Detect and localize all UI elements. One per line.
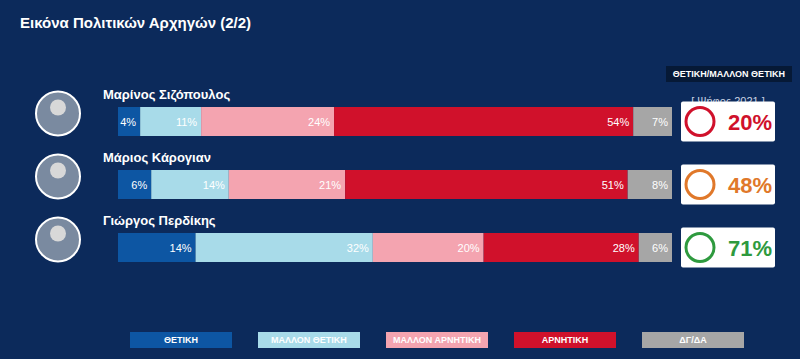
html-text:Εικόνα Πολιτικών Αρχηγών (2/2): Εικόνα Πολιτικών Αρχηγών (2/2) xyxy=(20,14,252,31)
html-text:ΑΡΝΗΤΙΚΗ: ΑΡΝΗΤΙΚΗ xyxy=(541,335,589,345)
svg-text:7%: 7% xyxy=(652,116,668,128)
svg-text:48%: 48% xyxy=(728,173,772,198)
svg-text:20%: 20% xyxy=(458,242,480,254)
svg-text:4%: 4% xyxy=(120,116,136,128)
svg-text:71%: 71% xyxy=(728,236,772,261)
svg-text:14%: 14% xyxy=(203,179,225,191)
html-text:ΜΑΛΛΟΝ ΑΡΝΗΤΙΚΗ: ΜΑΛΛΟΝ ΑΡΝΗΤΙΚΗ xyxy=(393,335,481,345)
svg-text:28%: 28% xyxy=(613,242,635,254)
svg-text:24%: 24% xyxy=(308,116,330,128)
html-text:ΘΕΤΙΚΗ/ΜΑΛΛΟΝ ΘΕΤΙΚΗ: ΘΕΤΙΚΗ/ΜΑΛΛΟΝ ΘΕΤΙΚΗ xyxy=(672,69,786,79)
svg-text:51%: 51% xyxy=(602,179,624,191)
svg-text:21%: 21% xyxy=(319,179,341,191)
svg-text:6%: 6% xyxy=(652,242,668,254)
svg-text:54%: 54% xyxy=(607,116,629,128)
svg-text:Μάριος Κάρογιαν: Μάριος Κάρογιαν xyxy=(103,150,211,165)
html-text:[ Ψήφος 2021 ]: [ Ψήφος 2021 ] xyxy=(691,95,765,107)
svg-text:11%: 11% xyxy=(176,116,197,128)
svg-text:8%: 8% xyxy=(652,179,668,191)
svg-text:32%: 32% xyxy=(347,242,369,254)
svg-text:Γιώργος Περδίκης: Γιώργος Περδίκης xyxy=(103,213,216,228)
html-text:ΘΕΤΙΚΗ: ΘΕΤΙΚΗ xyxy=(164,335,198,345)
html-text:ΔΓ/ΔΑ: ΔΓ/ΔΑ xyxy=(679,335,707,345)
svg-text:20%: 20% xyxy=(728,110,772,135)
svg-text:14%: 14% xyxy=(170,242,192,254)
svg-text:Μαρίνος Σιζόπουλος: Μαρίνος Σιζόπουλος xyxy=(103,87,230,102)
svg-text:6%: 6% xyxy=(131,179,147,191)
html-text:ΜΑΛΛΟΝ ΘΕΤΙΚΗ: ΜΑΛΛΟΝ ΘΕΤΙΚΗ xyxy=(271,335,347,345)
